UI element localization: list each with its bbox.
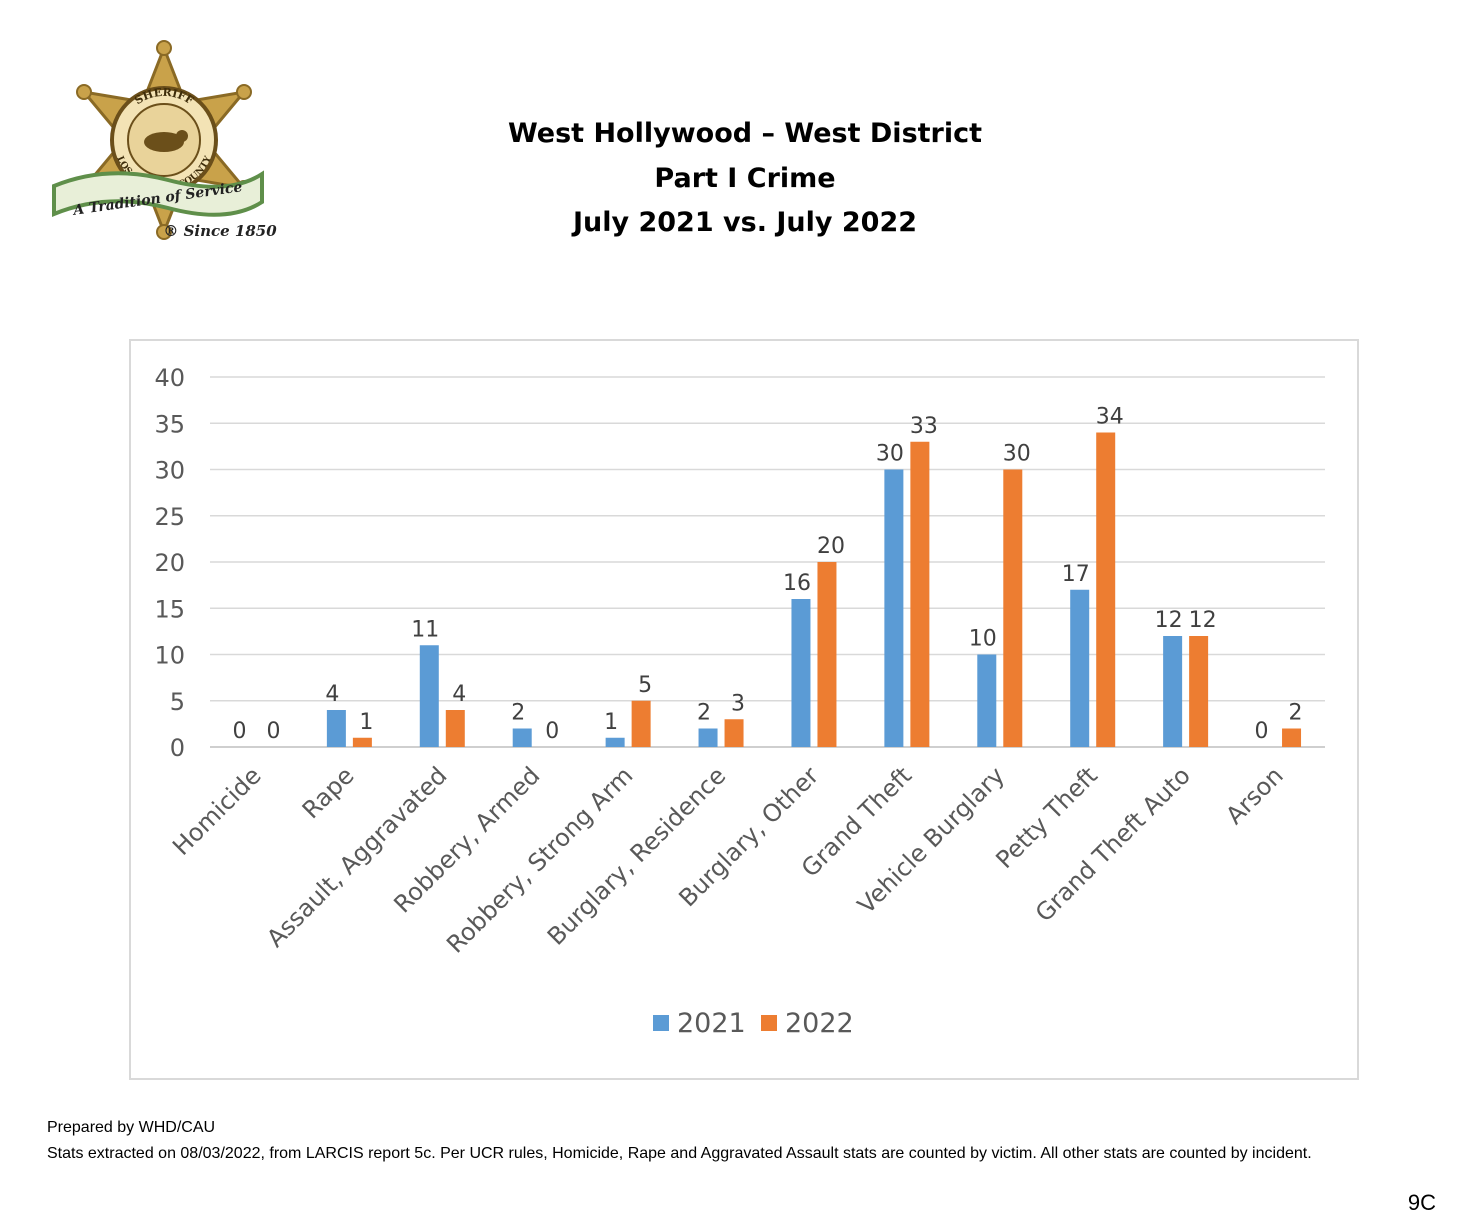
data-label: 12 xyxy=(1155,608,1183,633)
page-number: 9C xyxy=(1407,1190,1436,1215)
data-label: 12 xyxy=(1189,608,1217,633)
data-label: 0 xyxy=(1255,719,1269,744)
data-label: 10 xyxy=(969,627,997,652)
data-label: 1 xyxy=(604,710,618,735)
bar-2021 xyxy=(977,654,997,747)
data-label: 0 xyxy=(232,719,246,744)
legend-label-2021: 2021 xyxy=(677,1008,746,1039)
category-label: Homicide xyxy=(167,761,266,860)
y-tick-label: 35 xyxy=(154,410,185,438)
y-tick-label: 15 xyxy=(154,595,185,623)
bear-icon xyxy=(144,132,184,152)
legend-swatch-2022 xyxy=(761,1015,777,1031)
bar-2022 xyxy=(817,562,837,747)
y-tick-label: 30 xyxy=(154,457,185,485)
data-label: 2 xyxy=(1289,701,1303,726)
seal-top-text: SHERIFF xyxy=(132,86,196,108)
data-label: 34 xyxy=(1096,405,1124,430)
footer-note: Stats extracted on 08/03/2022, from LARC… xyxy=(47,1145,1312,1162)
category-label: Arson xyxy=(1220,761,1288,829)
data-label: 5 xyxy=(638,673,652,698)
data-label: 0 xyxy=(545,719,559,744)
service-banner xyxy=(52,170,264,217)
bar-2022 xyxy=(352,737,372,747)
bar-2022 xyxy=(1003,469,1023,747)
data-label: 2 xyxy=(697,701,711,726)
data-label: 4 xyxy=(325,682,339,707)
y-tick-label: 20 xyxy=(154,549,185,577)
data-label: 2 xyxy=(511,701,525,726)
data-label: 30 xyxy=(1003,442,1031,467)
legend: 2021 2022 xyxy=(653,1008,854,1039)
category-label: Rape xyxy=(297,761,360,824)
data-label: 33 xyxy=(910,414,938,439)
category-label: Grand Theft Auto xyxy=(1030,761,1196,927)
since-text: ® Since 1850 xyxy=(163,222,277,240)
y-tick-label: 10 xyxy=(154,642,185,670)
data-label: 17 xyxy=(1062,562,1090,587)
chart-title-line-3: July 2021 vs. July 2022 xyxy=(572,207,918,238)
category-label: Robbery, Strong Arm xyxy=(441,761,638,958)
footer-prepared-by: Prepared by WHD/CAU xyxy=(47,1119,216,1136)
bar-2021 xyxy=(1163,636,1183,747)
bar-2022 xyxy=(724,719,744,747)
sheriff-logo: SHERIFF LOS ANGELES COUNTY A Tradition o… xyxy=(52,40,277,240)
bar-2021 xyxy=(326,710,346,747)
legend-swatch-2021 xyxy=(653,1015,669,1031)
bar-2022 xyxy=(445,710,465,747)
legend-label-2022: 2022 xyxy=(785,1008,854,1039)
bars xyxy=(326,432,1302,747)
category-label: Assault, Aggravated xyxy=(261,761,452,952)
data-label: 0 xyxy=(266,719,280,744)
y-tick-label: 40 xyxy=(154,364,185,392)
bar-2022 xyxy=(1282,728,1302,747)
chart-title-line-1: West Hollywood – West District xyxy=(507,118,983,149)
bar-2021 xyxy=(884,469,904,747)
data-label: 11 xyxy=(411,617,439,642)
y-tick-label: 0 xyxy=(170,734,185,762)
bar-2021 xyxy=(512,728,532,747)
chart-title-line-2: Part I Crime xyxy=(654,163,836,194)
y-tick-label: 25 xyxy=(154,503,185,531)
bar-2022 xyxy=(1189,636,1209,747)
bar-2022 xyxy=(1096,432,1116,747)
y-tick-label: 5 xyxy=(170,688,185,716)
bar-2022 xyxy=(910,441,930,747)
bar-2021 xyxy=(791,599,811,747)
data-label: 30 xyxy=(876,442,904,467)
category-label: Burglary, Residence xyxy=(542,761,731,950)
data-label: 16 xyxy=(783,571,811,596)
bar-2021 xyxy=(605,737,625,747)
data-label: 3 xyxy=(731,691,745,716)
bar-2022 xyxy=(631,700,651,747)
data-label: 1 xyxy=(359,710,373,735)
chart-frame xyxy=(129,339,1359,1080)
bar-2021 xyxy=(698,728,718,747)
bar-2021 xyxy=(1070,589,1090,747)
bar-2021 xyxy=(419,645,439,747)
data-label: 20 xyxy=(817,534,845,559)
data-label: 4 xyxy=(452,682,466,707)
